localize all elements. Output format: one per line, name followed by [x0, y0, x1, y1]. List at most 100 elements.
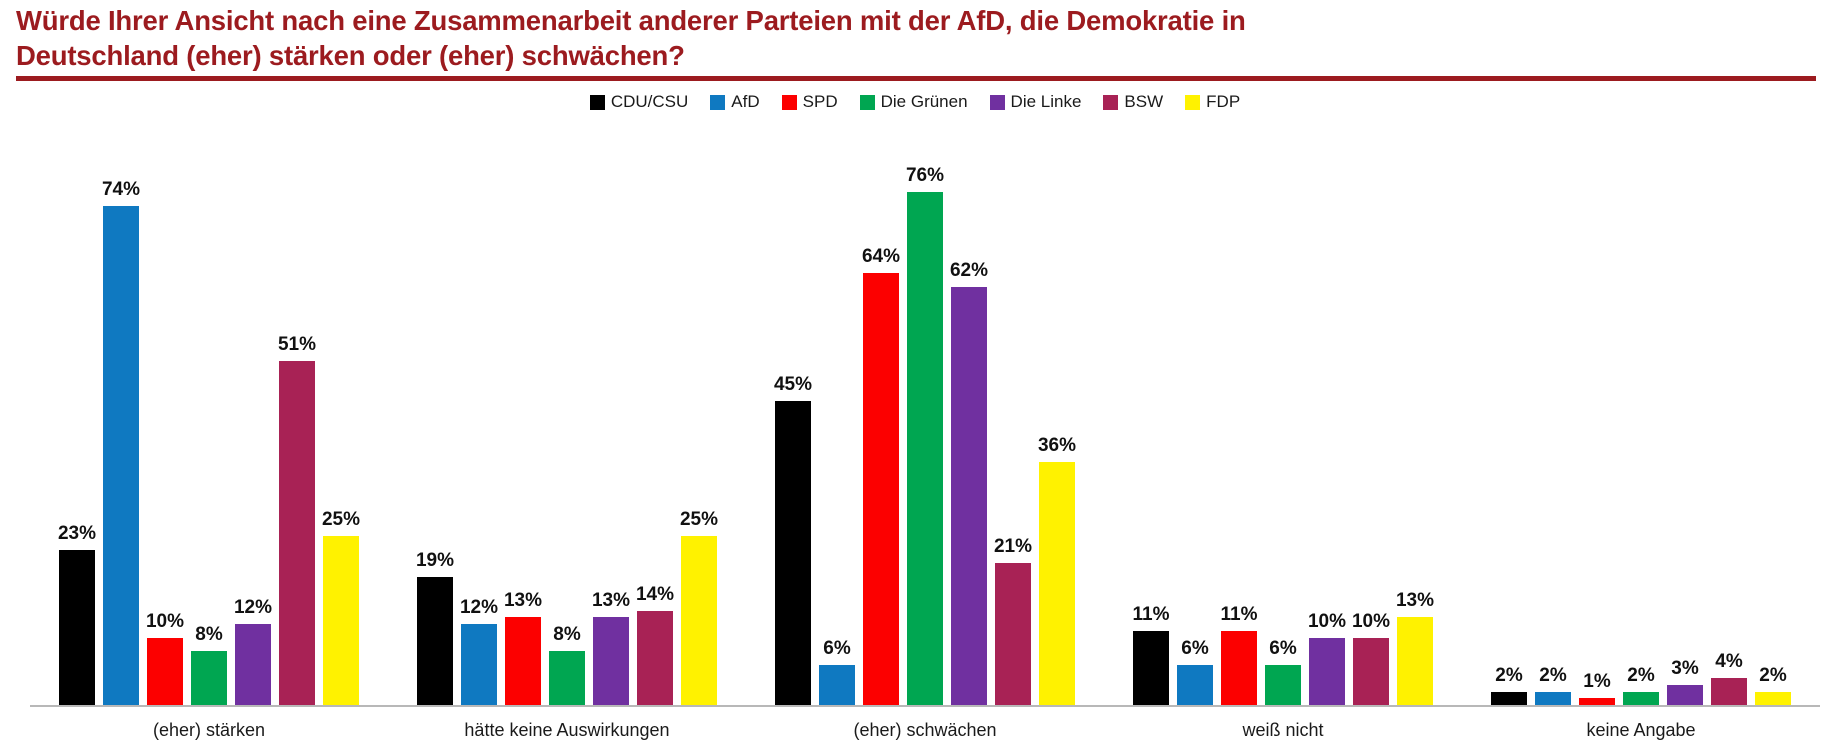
bar-item[interactable]: 11%: [1220, 120, 1258, 705]
bar-item[interactable]: 6%: [1177, 120, 1213, 705]
bar-rect[interactable]: [461, 624, 497, 705]
bars-container: 23% 74% 10% 8% 12% 51% 25%: [30, 120, 388, 705]
bar-value-label: 3%: [1671, 657, 1699, 679]
bar-group: 45% 6% 64% 76% 62% 21% 36% (eher) schwächen: [746, 120, 1104, 746]
bar-rect[interactable]: [819, 664, 855, 705]
bar-rect[interactable]: [103, 205, 139, 705]
bar-rect[interactable]: [1755, 691, 1791, 705]
bar-rect[interactable]: [1579, 698, 1615, 705]
bar-rect[interactable]: [1535, 691, 1571, 705]
bar-value-label: 13%: [1395, 590, 1435, 612]
bar-item[interactable]: 2%: [1535, 120, 1571, 705]
bar-rect[interactable]: [863, 273, 899, 705]
bar-item[interactable]: 36%: [1038, 120, 1076, 705]
bar-value-label: 11%: [1220, 603, 1258, 625]
bar-item[interactable]: 2%: [1491, 120, 1527, 705]
bar-rect[interactable]: [1711, 678, 1747, 705]
bar-rect[interactable]: [323, 536, 359, 705]
bar-rect[interactable]: [1667, 684, 1703, 705]
bar-item[interactable]: 10%: [1351, 120, 1391, 705]
x-axis-category-label: (eher) stärken: [152, 720, 266, 740]
bar-rect[interactable]: [593, 617, 629, 705]
bar-item[interactable]: 10%: [1308, 120, 1346, 705]
bar-rect[interactable]: [1177, 664, 1213, 705]
bar-rect[interactable]: [1353, 637, 1389, 705]
legend-item-spd[interactable]: SPD: [781, 92, 838, 112]
bar-item[interactable]: 25%: [322, 120, 360, 705]
bar-item[interactable]: 62%: [950, 120, 988, 705]
bar-rect[interactable]: [1309, 637, 1345, 705]
legend-item-fdp[interactable]: FDP: [1185, 92, 1240, 112]
bar-item[interactable]: 12%: [234, 120, 272, 705]
bar-item[interactable]: 8%: [549, 120, 585, 705]
bar-item[interactable]: 51%: [278, 120, 316, 705]
bar-item[interactable]: 45%: [774, 120, 812, 705]
bar-item[interactable]: 1%: [1579, 120, 1615, 705]
bar-rect[interactable]: [907, 192, 943, 705]
legend-label: AfD: [731, 92, 760, 111]
bar-rect[interactable]: [775, 401, 811, 705]
bar-rect[interactable]: [637, 610, 673, 705]
bar-rect[interactable]: [235, 624, 271, 705]
bar-rect[interactable]: [1623, 691, 1659, 705]
bar-item[interactable]: 12%: [460, 120, 498, 705]
bar-item[interactable]: 13%: [504, 120, 542, 705]
bar-rect[interactable]: [995, 563, 1031, 705]
bar-item[interactable]: 74%: [102, 120, 140, 705]
bar-value-label: 4%: [1715, 651, 1743, 672]
bar-rect[interactable]: [279, 360, 315, 705]
bar-rect[interactable]: [505, 617, 541, 705]
bar-rect[interactable]: [417, 576, 453, 705]
bar-item[interactable]: 76%: [906, 120, 944, 705]
bar-item[interactable]: 14%: [636, 120, 674, 705]
x-axis-category-label: weiß nicht: [1242, 720, 1324, 740]
bar-item[interactable]: 2%: [1623, 120, 1659, 705]
legend-item-die-gr-nen[interactable]: Die Grünen: [859, 92, 968, 112]
x-axis-category-label: keine Angabe: [1586, 720, 1696, 740]
bar-rect[interactable]: [1221, 630, 1257, 705]
bar-item[interactable]: 3%: [1667, 120, 1703, 705]
bar-rect[interactable]: [1133, 630, 1169, 705]
bar-item[interactable]: 8%: [191, 120, 227, 705]
plot-area: 23% 74% 10% 8% 12% 51% 25% (eher) stärken 19% 12%…: [0, 120, 1830, 746]
bar-item[interactable]: 19%: [415, 120, 455, 705]
legend-item-bsw[interactable]: BSW: [1103, 92, 1163, 112]
bar-item[interactable]: 2%: [1755, 120, 1791, 705]
bar-rect[interactable]: [681, 536, 717, 705]
bar-item[interactable]: 64%: [861, 120, 901, 705]
bar-value-label: 19%: [415, 549, 455, 571]
bar-item[interactable]: 6%: [1265, 120, 1301, 705]
bar-item[interactable]: 10%: [146, 120, 184, 705]
bar-rect[interactable]: [59, 549, 95, 705]
bar-item[interactable]: 13%: [592, 120, 630, 705]
bar-value-label: 64%: [861, 246, 901, 267]
legend-swatch-icon: [989, 94, 1005, 110]
bar-rect[interactable]: [1265, 664, 1301, 705]
bar-value-label: 1%: [1583, 671, 1611, 693]
legend-swatch-icon: [781, 94, 797, 110]
bar-value-label: 2%: [1539, 664, 1567, 686]
bar-rect[interactable]: [1397, 617, 1433, 705]
x-axis-category-label: (eher) schwächen: [853, 720, 997, 740]
legend-item-cdu-csu[interactable]: CDU/CSU: [589, 92, 688, 112]
bar-rect[interactable]: [1039, 462, 1075, 705]
bar-item[interactable]: 4%: [1711, 120, 1747, 705]
bar-rect[interactable]: [191, 651, 227, 705]
bar-item[interactable]: 23%: [57, 120, 97, 705]
bar-value-label: 10%: [1351, 610, 1391, 632]
legend-swatch-icon: [589, 94, 605, 110]
bar-value-label: 23%: [57, 522, 97, 544]
legend-item-die-linke[interactable]: Die Linke: [989, 92, 1081, 112]
bar-item[interactable]: 25%: [680, 120, 718, 705]
bar-rect[interactable]: [1491, 691, 1527, 705]
bar-rect[interactable]: [549, 651, 585, 705]
bar-value-label: 8%: [195, 624, 223, 645]
bar-item[interactable]: 11%: [1133, 120, 1170, 705]
bar-item[interactable]: 13%: [1395, 120, 1435, 705]
bars-container: 19% 12% 13% 8% 13% 14% 25%: [388, 120, 746, 705]
legend-item-afd[interactable]: AfD: [710, 92, 760, 112]
bar-rect[interactable]: [951, 286, 987, 705]
bar-rect[interactable]: [147, 637, 183, 705]
bar-item[interactable]: 6%: [819, 120, 855, 705]
bar-item[interactable]: 21%: [994, 120, 1032, 705]
